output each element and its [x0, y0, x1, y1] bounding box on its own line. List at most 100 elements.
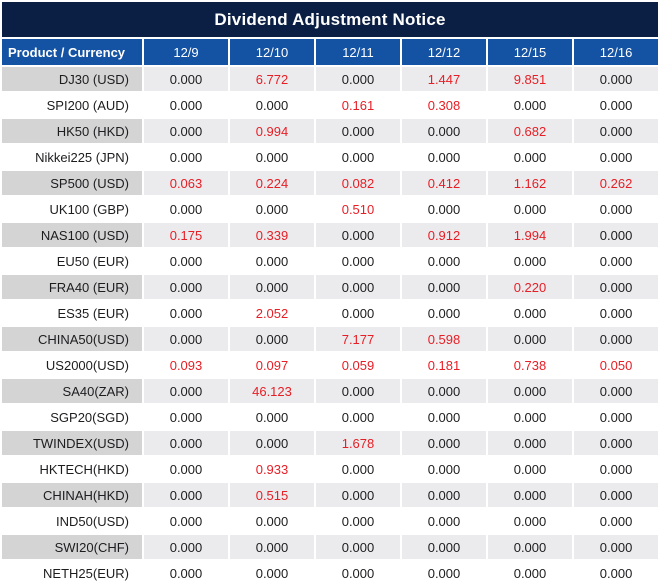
value-cell: 0.000 — [488, 301, 572, 325]
value-cell: 0.082 — [316, 171, 400, 195]
value-cell: 0.000 — [574, 275, 659, 299]
value-cell: 0.000 — [316, 457, 400, 481]
value-cell: 0.000 — [402, 561, 486, 585]
value-cell: 0.000 — [316, 119, 400, 143]
value-cell: 0.000 — [144, 301, 228, 325]
product-cell: SPI200 (AUD) — [2, 93, 142, 117]
product-cell: SP500 (USD) — [2, 171, 142, 195]
value-cell: 0.000 — [574, 405, 659, 429]
product-cell: IND50(USD) — [2, 509, 142, 533]
value-cell: 0.000 — [488, 509, 572, 533]
value-cell: 1.678 — [316, 431, 400, 455]
value-cell: 0.224 — [230, 171, 314, 195]
value-cell: 0.000 — [144, 249, 228, 273]
value-cell: 0.510 — [316, 197, 400, 221]
value-cell: 0.000 — [144, 67, 228, 91]
product-cell: NETH25(EUR) — [2, 561, 142, 585]
value-cell: 0.000 — [574, 483, 659, 507]
date-header: 12/10 — [230, 39, 314, 65]
value-cell: 0.000 — [230, 93, 314, 117]
value-cell: 0.000 — [316, 145, 400, 169]
value-cell: 0.000 — [574, 119, 659, 143]
table-row: FRA40 (EUR) 0.000 0.000 0.000 0.000 0.220 0.00… — [2, 275, 659, 299]
value-cell: 0.000 — [402, 197, 486, 221]
value-cell: 0.000 — [402, 405, 486, 429]
value-cell: 0.000 — [230, 249, 314, 273]
value-cell: 0.339 — [230, 223, 314, 247]
value-cell: 0.000 — [488, 93, 572, 117]
value-cell: 0.000 — [402, 457, 486, 481]
value-cell: 0.000 — [316, 223, 400, 247]
table-row: ES35 (EUR) 0.000 2.052 0.000 0.000 0.000 0.000 — [2, 301, 659, 325]
table-row: HK50 (HKD) 0.000 0.994 0.000 0.000 0.682 0.000 — [2, 119, 659, 143]
product-cell: TWINDEX(USD) — [2, 431, 142, 455]
value-cell: 0.000 — [402, 301, 486, 325]
value-cell: 0.000 — [574, 379, 659, 403]
table-row: CHINAH(HKD) 0.000 0.515 0.000 0.000 0.000 0.00… — [2, 483, 659, 507]
value-cell: 0.000 — [144, 197, 228, 221]
value-cell: 0.181 — [402, 353, 486, 377]
value-cell: 0.000 — [402, 509, 486, 533]
value-cell: 0.161 — [316, 93, 400, 117]
value-cell: 0.000 — [144, 275, 228, 299]
value-cell: 0.000 — [316, 561, 400, 585]
table-row: UK100 (GBP) 0.000 0.000 0.510 0.000 0.000 0.00… — [2, 197, 659, 221]
product-cell: ES35 (EUR) — [2, 301, 142, 325]
value-cell: 0.000 — [488, 379, 572, 403]
table-row: TWINDEX(USD) 0.000 0.000 1.678 0.000 0.000 0.0… — [2, 431, 659, 455]
value-cell: 0.000 — [574, 431, 659, 455]
value-cell: 0.000 — [402, 275, 486, 299]
value-cell: 0.598 — [402, 327, 486, 351]
value-cell: 0.000 — [316, 249, 400, 273]
value-cell: 0.000 — [574, 197, 659, 221]
table-row: US2000(USD) 0.093 0.097 0.059 0.181 0.738 0.05… — [2, 353, 659, 377]
value-cell: 1.162 — [488, 171, 572, 195]
table-row: NAS100 (USD) 0.175 0.339 0.000 0.912 1.994 0.0… — [2, 223, 659, 247]
value-cell: 0.000 — [488, 327, 572, 351]
table-row: DJ30 (USD) 0.000 6.772 0.000 1.447 9.851 0.000 — [2, 67, 659, 91]
value-cell: 2.052 — [230, 301, 314, 325]
product-cell: EU50 (EUR) — [2, 249, 142, 273]
value-cell: 0.000 — [230, 535, 314, 559]
product-cell: CHINAH(HKD) — [2, 483, 142, 507]
value-cell: 0.000 — [230, 327, 314, 351]
value-cell: 0.000 — [316, 301, 400, 325]
value-cell: 0.000 — [488, 561, 572, 585]
value-cell: 0.933 — [230, 457, 314, 481]
product-cell: US2000(USD) — [2, 353, 142, 377]
value-cell: 0.000 — [574, 535, 659, 559]
product-cell: SWI20(CHF) — [2, 535, 142, 559]
table-row: HKTECH(HKD) 0.000 0.933 0.000 0.000 0.000 0.00… — [2, 457, 659, 481]
value-cell: 0.000 — [402, 431, 486, 455]
value-cell: 1.994 — [488, 223, 572, 247]
value-cell: 0.000 — [144, 119, 228, 143]
product-cell: NAS100 (USD) — [2, 223, 142, 247]
table-row: NETH25(EUR) 0.000 0.000 0.000 0.000 0.000 0.00… — [2, 561, 659, 585]
value-cell: 7.177 — [316, 327, 400, 351]
value-cell: 0.000 — [144, 327, 228, 351]
value-cell: 0.000 — [574, 301, 659, 325]
value-cell: 0.000 — [230, 197, 314, 221]
product-cell: UK100 (GBP) — [2, 197, 142, 221]
value-cell: 0.000 — [488, 249, 572, 273]
table-row: SWI20(CHF) 0.000 0.000 0.000 0.000 0.000 0.000 — [2, 535, 659, 559]
product-cell: HK50 (HKD) — [2, 119, 142, 143]
value-cell: 0.000 — [488, 483, 572, 507]
value-cell: 0.000 — [316, 275, 400, 299]
value-cell: 0.000 — [144, 93, 228, 117]
value-cell: 0.308 — [402, 93, 486, 117]
value-cell: 0.994 — [230, 119, 314, 143]
value-cell: 0.000 — [316, 67, 400, 91]
value-cell: 0.000 — [402, 483, 486, 507]
value-cell: 0.000 — [402, 535, 486, 559]
value-cell: 0.000 — [144, 379, 228, 403]
value-cell: 0.000 — [488, 535, 572, 559]
value-cell: 0.000 — [230, 275, 314, 299]
value-cell: 0.000 — [316, 509, 400, 533]
value-cell: 0.000 — [402, 249, 486, 273]
value-cell: 9.851 — [488, 67, 572, 91]
value-cell: 0.000 — [402, 379, 486, 403]
value-cell: 0.912 — [402, 223, 486, 247]
notice-title: Dividend Adjustment Notice — [2, 2, 659, 37]
